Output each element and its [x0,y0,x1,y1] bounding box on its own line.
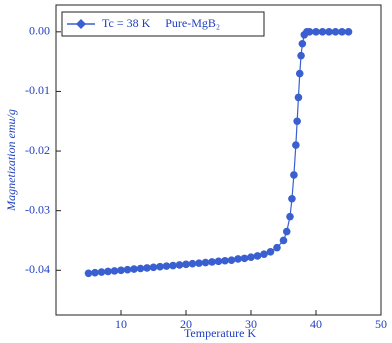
data-point [169,261,177,270]
legend-label: Tc = 38 K Pure-MgB₂ [102,16,220,30]
data-point [282,227,291,236]
data-point [293,117,301,126]
data-point [338,28,346,36]
data-point [123,265,132,274]
data-point [156,262,164,271]
data-point [149,263,158,272]
y-tick-label: -0.04 [25,262,50,276]
data-point [305,28,314,36]
y-tick-label: -0.03 [25,202,50,216]
data-point [130,265,138,273]
data-point [266,248,275,256]
data-point [195,259,203,267]
data-point [279,236,288,245]
data-point [273,243,281,252]
x-tick-label: 30 [245,317,257,331]
data-point [297,51,305,60]
data-point [97,268,106,276]
y-tick-label: -0.02 [25,143,50,157]
data-point [201,258,210,267]
data-point [286,212,294,221]
data-point [175,261,184,269]
data-point [344,28,353,36]
data-point [253,252,262,260]
series-line [88,31,349,274]
data-point [182,260,190,269]
data-point [104,267,112,276]
data-point [295,69,304,78]
data-point [214,257,223,266]
data-point [110,267,119,275]
data-point [227,256,236,264]
data-point [247,253,255,261]
data-point [117,266,125,275]
data-point [298,39,307,48]
data-point [221,256,229,265]
data-point [312,28,320,36]
data-point [325,28,333,36]
y-tick-label: -0.01 [25,83,50,97]
data-point [84,269,93,278]
x-tick-label: 40 [310,317,322,331]
x-tick-label: 10 [115,317,127,331]
y-axis-label: Magnetization emu/g [4,109,18,212]
legend-marker [76,19,86,29]
x-tick-label: 20 [180,317,192,331]
plot-frame [55,4,382,316]
data-point [288,194,296,203]
data-point [136,264,145,273]
data-point [208,258,216,266]
data-point [318,28,327,36]
data-point [292,141,300,149]
y-tick-label: 0.00 [29,24,50,38]
data-point [162,262,171,270]
x-tick-label: 50 [375,317,387,331]
x-axis-label: Temperature K [184,326,256,340]
data-point [240,254,249,263]
legend-box [61,11,265,37]
data-point [91,268,99,277]
data-point [234,255,242,263]
data-point [290,171,298,179]
data-point [294,93,303,102]
data-point [143,264,151,272]
data-point [331,28,340,36]
data-point [188,259,197,268]
data-point [260,250,268,258]
